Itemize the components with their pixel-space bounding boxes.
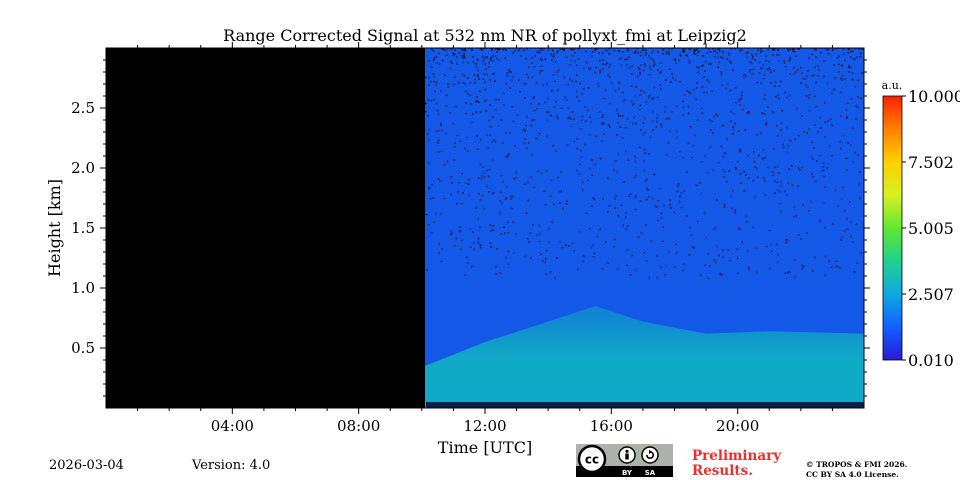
preliminary-line-1: Preliminary xyxy=(692,448,782,464)
x-tick-label: 12:00 xyxy=(463,417,506,435)
date-label: 2026-03-04 xyxy=(49,458,124,473)
ground-band xyxy=(426,402,864,408)
colorbar-tick-label: 0.010 xyxy=(908,351,954,370)
sa-label: SA xyxy=(645,469,656,477)
y-tick-label: 2.0 xyxy=(71,159,95,177)
x-tick-label: 20:00 xyxy=(716,417,759,435)
copyright-line-2: CC BY SA 4.0 License. xyxy=(806,470,899,479)
cc-icon: cc xyxy=(577,444,607,474)
colorbar-gradient xyxy=(882,95,903,361)
svg-text:cc: cc xyxy=(585,453,599,467)
chart-title: Range Corrected Signal at 532 nm NR of p… xyxy=(223,26,747,45)
aerosol-layer xyxy=(424,306,864,408)
preliminary-line-2: Results. xyxy=(692,463,753,479)
y-axis-label: Height [km] xyxy=(45,179,64,277)
colorbar-tick-label: 7.502 xyxy=(908,153,954,172)
y-axis: 0.5 1.0 1.5 2.0 2.5 xyxy=(71,59,870,397)
no-data-region xyxy=(106,48,425,408)
x-tick-label: 08:00 xyxy=(337,417,380,435)
y-tick-label: 0.5 xyxy=(71,339,95,357)
version-label: Version: 4.0 xyxy=(192,458,271,473)
x-tick-label: 04:00 xyxy=(211,417,254,435)
colorbar-tick-label: 5.005 xyxy=(908,219,954,238)
colorbar-ticks: 0.010 2.507 5.005 7.502 10.000 xyxy=(902,87,960,370)
y-tick-label: 1.0 xyxy=(71,279,95,297)
y-tick-label: 2.5 xyxy=(71,99,95,117)
cc-by-sa-license-badge: cc BY SA xyxy=(576,444,673,477)
x-axis-label: Time [UTC] xyxy=(438,438,532,457)
share-alike-icon xyxy=(641,446,659,464)
copyright-line-1: © TROPOS & FMI 2026. xyxy=(806,460,908,469)
by-person-icon xyxy=(618,446,636,464)
badge-bottom-strip xyxy=(576,466,673,477)
plot-area xyxy=(105,47,865,409)
copyright-note: © TROPOS & FMI 2026. CC BY SA 4.0 Licens… xyxy=(806,460,907,480)
colorbar-tick-label: 10.000 xyxy=(908,87,960,106)
colorbar: a.u. 0.010 2.507 5.005 7.502 10.000 xyxy=(882,79,960,370)
x-tick-label: 16:00 xyxy=(590,417,633,435)
colorbar-tick-label: 2.507 xyxy=(908,285,954,304)
x-axis: 04:00 08:00 12:00 16:00 20:00 xyxy=(137,42,833,435)
by-label: BY xyxy=(622,469,633,477)
preliminary-results-note: Preliminary Results. xyxy=(692,449,781,479)
colorbar-unit: a.u. xyxy=(882,79,903,92)
y-tick-label: 1.5 xyxy=(71,219,95,237)
